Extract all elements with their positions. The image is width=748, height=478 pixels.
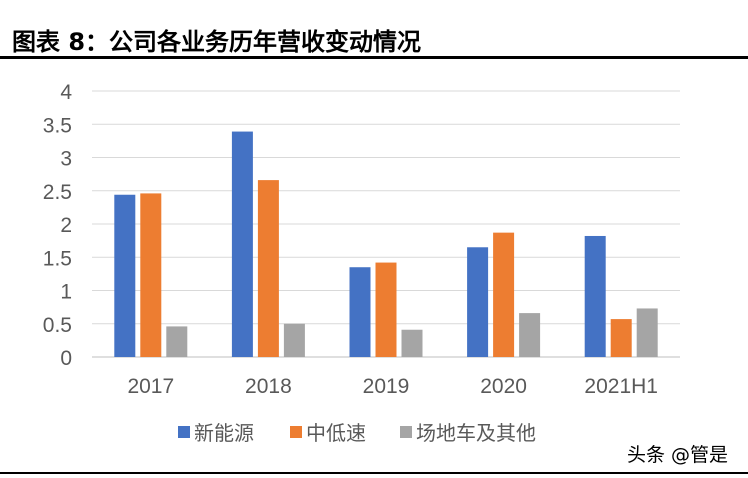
y-tick-label: 4 — [60, 81, 72, 104]
title-divider — [0, 56, 748, 59]
bar — [610, 319, 632, 357]
y-tick-label: 1 — [60, 281, 72, 304]
bar — [231, 131, 253, 357]
bar — [114, 194, 136, 357]
legend: 新能源 中低速 场地车及其他 — [178, 421, 536, 445]
x-tick-label: 2021H1 — [584, 375, 658, 398]
watermark: 头条 @管是 — [624, 440, 730, 467]
x-axis: 2017 2018 2019 2020 2021H1 — [127, 375, 658, 398]
bar — [467, 247, 489, 357]
bars — [114, 131, 658, 357]
bar — [166, 326, 188, 357]
grid-lines — [92, 90, 680, 358]
y-tick-label: 2.5 — [43, 181, 72, 204]
legend-swatch — [178, 426, 190, 438]
legend-label: 场地车及其他 — [416, 421, 536, 445]
bar — [257, 180, 279, 357]
bar — [401, 329, 423, 357]
bottom-divider — [0, 472, 748, 474]
legend-label: 新能源 — [194, 421, 254, 445]
y-tick-label: 0.5 — [43, 314, 72, 337]
y-tick-label: 2 — [60, 214, 72, 237]
y-axis: 0 0.5 1 1.5 2 2.5 3 3.5 4 — [43, 81, 73, 370]
bar — [283, 323, 305, 357]
legend-swatch — [290, 426, 302, 438]
legend-label: 中低速 — [306, 421, 366, 445]
x-tick-label: 2017 — [127, 375, 174, 398]
x-tick-label: 2020 — [480, 375, 527, 398]
y-tick-label: 0 — [60, 347, 72, 370]
y-tick-label: 3.5 — [43, 114, 72, 137]
bar — [493, 232, 515, 357]
bar — [519, 313, 541, 357]
y-tick-label: 1.5 — [43, 247, 72, 270]
x-tick-label: 2018 — [245, 375, 292, 398]
y-tick-label: 3 — [60, 148, 72, 171]
legend-swatch — [400, 426, 412, 438]
bar — [375, 262, 397, 357]
x-tick-label: 2019 — [363, 375, 410, 398]
bar — [349, 267, 371, 357]
bar — [140, 193, 162, 357]
figure-title: 图表 8：公司各业务历年营收变动情况 — [12, 28, 422, 56]
bar — [584, 235, 606, 357]
bar — [636, 308, 658, 357]
